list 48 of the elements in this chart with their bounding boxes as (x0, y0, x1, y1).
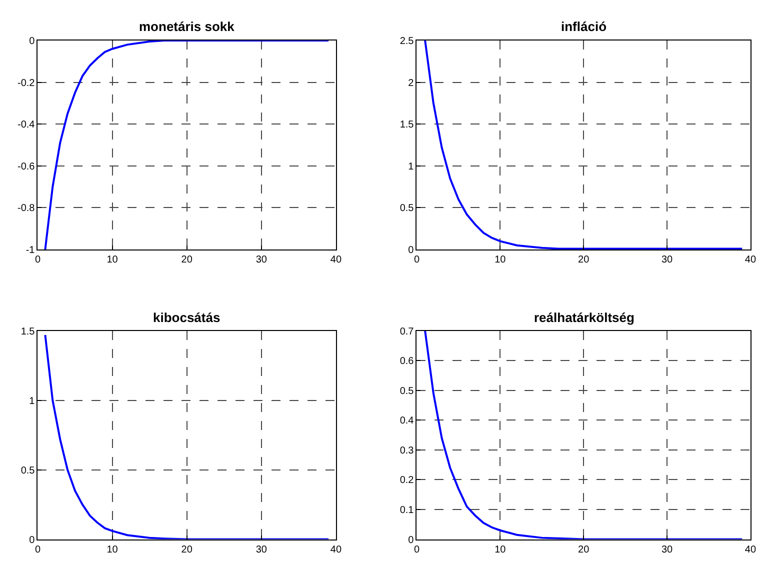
line-series (44, 334, 330, 540)
x-tick-label: 10 (106, 254, 118, 266)
y-tick-label: 2 (408, 78, 414, 89)
y-tick-label: 0.5 (400, 386, 414, 397)
x-tick-label: 40 (330, 544, 342, 556)
y-tick-label: 0.3 (400, 445, 414, 456)
y-tick-label: 0.5 (400, 203, 414, 214)
y-tick-label: -0.6 (17, 161, 36, 172)
line-series (424, 330, 744, 540)
x-tick-label: 30 (661, 254, 674, 266)
chart-title: monetáris sokk (139, 19, 236, 34)
y-tick-label: 0 (29, 534, 36, 546)
x-tick-label: 10 (494, 254, 506, 266)
chart-title: reálhatárköltség (534, 310, 634, 325)
x-tick-label: 30 (256, 544, 268, 556)
line-series (44, 40, 330, 250)
y-tick-label: 2.5 (400, 36, 414, 47)
y-tick-label: -0.4 (17, 120, 36, 131)
y-tick-label: 0.5 (20, 465, 36, 476)
x-tick-label: 20 (181, 544, 193, 556)
y-tick-label: 0 (29, 36, 36, 47)
x-tick-label: 40 (744, 544, 756, 556)
y-tick-label: -0.2 (17, 78, 36, 89)
x-tick-label: 20 (578, 254, 590, 266)
y-tick-label: 0.6 (400, 356, 414, 368)
y-tick-label: 1 (29, 396, 36, 407)
y-tick-label: -0.8 (17, 203, 36, 214)
y-tick-label: 1 (408, 161, 414, 172)
line-series (424, 40, 744, 250)
x-tick-label: 20 (578, 544, 590, 556)
chart-title: infláció (561, 19, 607, 34)
chart-title: kibocsátás (153, 310, 220, 325)
x-tick-label: 30 (256, 254, 268, 266)
y-tick-label: -1 (26, 245, 36, 256)
x-tick-label: 40 (330, 254, 342, 266)
y-tick-label: 0.7 (400, 326, 414, 338)
x-tick-label: 30 (661, 544, 674, 556)
y-tick-label: 0 (408, 245, 414, 256)
y-tick-label: 0.4 (400, 416, 414, 427)
x-tick-label: 40 (744, 254, 756, 266)
x-tick-label: 10 (494, 544, 506, 556)
y-tick-label: 0 (408, 534, 414, 546)
y-tick-label: 1.5 (400, 120, 414, 131)
y-tick-label: 0.1 (400, 505, 414, 516)
x-tick-label: 20 (181, 254, 193, 266)
x-tick-label: 10 (106, 544, 118, 556)
y-tick-label: 1.5 (20, 326, 36, 338)
y-tick-label: 0.2 (400, 475, 414, 486)
